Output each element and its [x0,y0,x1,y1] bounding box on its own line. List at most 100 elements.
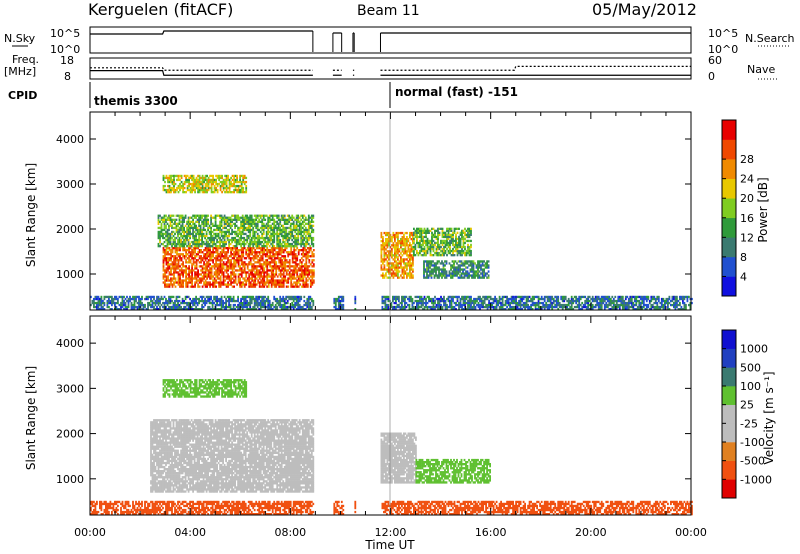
heatmap-cell [402,305,405,309]
heatmap-cell [428,239,430,243]
heatmap-cell [204,236,206,240]
heatmap-cell [385,240,387,243]
heatmap-cell [184,236,187,240]
heatmap-cell [204,182,207,186]
heatmap-cell [261,275,264,278]
heatmap-cell [404,246,407,249]
heatmap-cell [189,253,192,256]
heatmap-cell [207,251,210,254]
heatmap-cell [237,184,240,188]
heatmap-cell [183,228,185,232]
heatmap-cell [296,285,299,288]
heatmap-cell [240,281,243,284]
heatmap-cell [248,261,251,264]
heatmap-cell [195,297,197,301]
heatmap-cell [222,226,224,230]
heatmap-cell [265,214,268,217]
heatmap-cell [461,229,463,232]
heatmap-cell [192,261,195,264]
heatmap-cell [277,234,280,238]
heatmap-cell [223,220,226,223]
heatmap-cell [198,191,201,194]
heatmap-cell [201,297,203,301]
heatmap-cell [251,253,254,256]
heatmap-cell [311,259,314,262]
heatmap-cell [294,261,297,264]
heatmap-cell [181,297,184,301]
nave-label: Nave [747,63,775,76]
heatmap-cell [192,180,195,184]
heatmap-cell [216,263,219,266]
heatmap-cell [216,226,218,230]
noise-sky-line [90,30,313,35]
heatmap-cell [215,259,217,262]
heatmap-cell [420,247,423,251]
heatmap-cell [203,253,205,256]
heatmap-cell [250,242,253,246]
heatmap-cell [306,253,309,256]
heatmap-cell [275,267,278,270]
heatmap-cell [192,259,195,262]
heatmap-cell [262,242,265,246]
heatmap-cell [219,216,221,219]
heatmap-cell [188,261,190,264]
heatmap-cell [286,295,289,299]
heatmap-cell [464,231,466,234]
heatmap-cell [407,272,410,275]
heatmap-cell [268,245,271,248]
heatmap-cell [305,285,308,288]
heatmap-cell [217,234,220,238]
heatmap-cell [232,245,235,248]
heatmap-cell [265,299,268,303]
heatmap-cell [441,299,444,303]
heatmap-cell [216,277,219,280]
heatmap-cell [423,276,425,279]
heatmap-cell [380,233,383,237]
heatmap-cell [220,297,223,301]
heatmap-cell [216,176,219,180]
heatmap-cell [267,220,270,223]
heatmap-cell [193,222,196,225]
heatmap-cell [133,303,136,307]
heatmap-cell [168,271,171,274]
heatmap-cell [269,263,272,266]
heatmap-cell [210,222,212,225]
heatmap-cell [438,272,440,275]
heatmap-cell [443,251,445,255]
heatmap-cell [260,247,263,250]
heatmap-cell [467,247,469,251]
heatmap-cell [471,270,473,273]
heatmap-cell [218,247,220,250]
heatmap-cell [427,266,430,269]
heatmap-cell [273,275,276,278]
heatmap-cell [181,228,184,232]
heatmap-cell [213,277,216,280]
heatmap-cell [243,226,246,230]
heatmap-cell [228,283,231,286]
heatmap-cell [305,283,308,286]
heatmap-cell [223,308,226,311]
heatmap-cell [187,222,190,225]
heatmap-cell [336,299,339,303]
heatmap-cell [231,269,234,272]
heatmap-cell [117,308,119,311]
heatmap-cell [288,214,291,217]
heatmap-cell [252,234,255,238]
heatmap-cell [302,249,305,252]
heatmap-cell [401,258,404,261]
heatmap-cell [238,236,241,240]
heatmap-cell [467,245,469,249]
heatmap-cell [231,253,234,256]
heatmap-cell [165,308,167,311]
heatmap-cell [431,233,433,236]
heatmap-cell [244,305,247,309]
heatmap-cell [186,228,188,232]
heatmap-cell [291,228,294,232]
heatmap-cell [431,231,433,234]
heatmap-cell [225,267,228,270]
heatmap-cell [310,305,313,309]
heatmap-cell [304,308,307,311]
heatmap-cell [250,224,253,227]
heatmap-cell [262,226,265,230]
heatmap-cell [191,279,193,282]
